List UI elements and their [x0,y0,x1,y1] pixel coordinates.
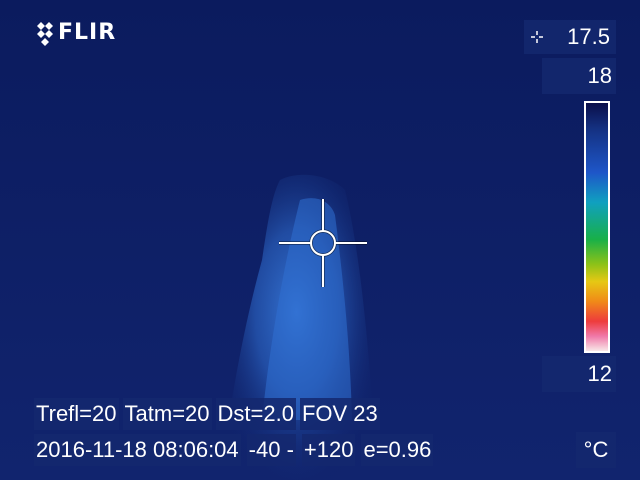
spot-meter-crosshair[interactable] [277,197,369,289]
measurement-parameters: Trefl=20 Tatm=20 Dst=2.0 FOV 23 [34,398,380,430]
range-low: -40 - [246,434,296,466]
field-of-view: FOV 23 [299,398,380,430]
spot-temperature-value: 17.5 [567,24,610,49]
temperature-unit: °C [576,432,616,468]
temperature-color-scale [584,101,610,353]
atmospheric-temperature: Tatm=20 [122,398,212,430]
spot-temperature-readout: 17.5 [524,20,616,54]
emissivity: e=0.96 [361,434,434,466]
capture-datetime: 2016-11-18 08:06:04 [34,434,241,466]
scale-max-value: 18 [542,58,616,94]
flir-logo-text: FLIR [58,20,117,45]
scale-min-value: 12 [542,356,616,392]
reflected-temperature: Trefl=20 [34,398,119,430]
spot-crosshair-icon [531,31,543,43]
flir-diamond-logo-icon [37,22,53,46]
range-high: +120 [301,434,356,466]
status-bar: 2016-11-18 08:06:04 -40 - +120 e=0.96 [34,434,434,466]
flir-logo: FLIR [36,20,116,46]
object-distance: Dst=2.0 [215,398,296,430]
